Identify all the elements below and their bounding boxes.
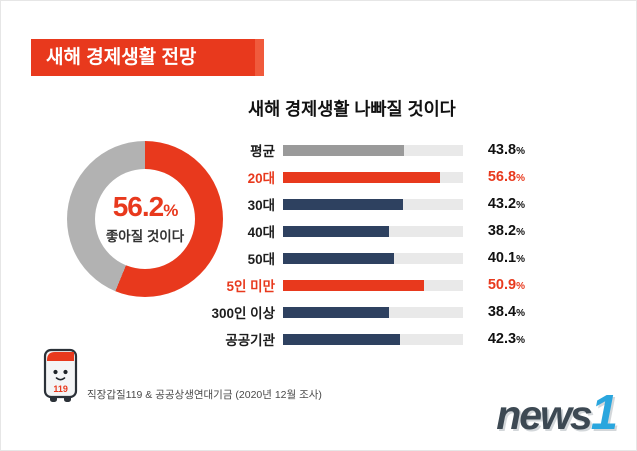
bar-fill [283, 252, 395, 264]
bar-label: 공공기관 [225, 333, 275, 348]
banner-fold [255, 39, 264, 76]
donut-percent-sign: % [163, 201, 178, 220]
bar-value: 38.4% [487, 304, 525, 320]
bar-fill [283, 279, 424, 291]
svg-text:119: 119 [53, 384, 68, 394]
bar-label: 40대 [247, 225, 275, 240]
bar-row: 5인 미만 50.9% [203, 274, 527, 296]
bar-track [283, 144, 463, 156]
bar-row: 공공기관 42.3% [203, 328, 527, 350]
bar-row: 20대 56.8% [203, 166, 527, 188]
bar-chart-title: 새해 경제생활 나빠질 것이다 [248, 99, 456, 119]
bar-track [283, 333, 463, 345]
source-text: 직장갑질119 & 공공상생연대기금 (2020년 12월 조사) [87, 389, 322, 401]
bar-value: 43.8% [487, 142, 525, 158]
bar-value: 50.9% [487, 277, 525, 293]
bar-value: 42.3% [487, 331, 525, 347]
donut-chart: 56.2% 좋아질 것이다 [67, 141, 223, 297]
bar-label: 20대 [247, 171, 275, 186]
mascot-character: 119 [37, 347, 85, 403]
logo-one-text: 1 [590, 386, 618, 440]
bar-row: 300인 이상 38.4% [203, 301, 527, 323]
bar-value: 40.1% [487, 250, 525, 266]
bar-row: 평균 43.8% [203, 139, 527, 161]
donut-value: 56.2% [112, 191, 179, 222]
bar-row: 40대 38.2% [203, 220, 527, 242]
bar-track [283, 279, 463, 291]
mascot-icon: 119 [43, 348, 78, 402]
bar-label: 평균 [250, 144, 275, 159]
bar-value: 38.2% [487, 223, 525, 239]
bar-track [283, 198, 463, 210]
bar-rows: 평균 43.8% 20대 56.8% 30대 43.2% 40대 38.2% 50대 40.1% 5… [203, 139, 527, 355]
bar-row: 50대 40.1% [203, 247, 527, 269]
bar-value: 56.8% [487, 169, 525, 185]
logo-news-text: news [496, 392, 593, 438]
bar-label: 5인 미만 [226, 279, 275, 294]
bar-value: 43.2% [487, 196, 525, 212]
bar-fill [283, 306, 390, 318]
news1-logo: news1 [496, 386, 618, 440]
page-title: 새해 경제생활 전망 [46, 47, 197, 68]
donut-center: 56.2% 좋아질 것이다 [95, 169, 195, 269]
bar-fill [283, 225, 389, 237]
title-banner: 새해 경제생활 전망 [31, 39, 264, 76]
bar-fill [283, 198, 403, 210]
bar-label: 50대 [247, 252, 275, 267]
bar-fill [283, 144, 405, 156]
bar-track [283, 306, 463, 318]
bar-track [283, 225, 463, 237]
bar-row: 30대 43.2% [203, 193, 527, 215]
donut-value-number: 56.2 [112, 191, 164, 222]
bar-track [283, 252, 463, 264]
bar-label: 300인 이상 [211, 306, 275, 321]
bar-track [283, 171, 463, 183]
bar-fill [283, 333, 401, 345]
donut-label: 좋아질 것이다 [105, 229, 185, 244]
bar-label: 30대 [247, 198, 275, 213]
bar-fill [283, 171, 441, 183]
